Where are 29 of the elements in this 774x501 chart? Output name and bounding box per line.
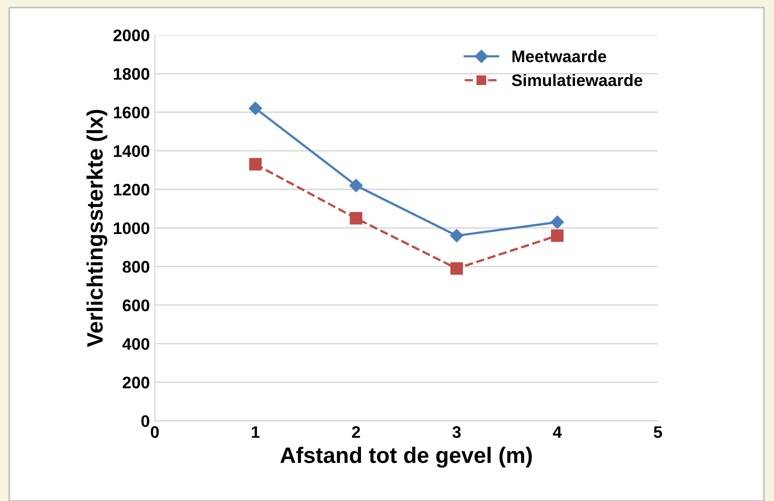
y-tick-label: 600 [122,300,150,312]
point [248,102,262,115]
y-tick-label: 1400 [114,145,150,158]
y-tick-label: 1200 [114,184,150,196]
point [551,229,564,242]
y-tick-label: 1600 [114,106,150,118]
y-tick-label: 400 [122,338,150,350]
point [550,216,564,229]
x-tick-label: 1 [252,426,260,438]
x-tick-label: 3 [452,426,461,438]
y-tick-label: 1000 [114,222,150,234]
y-tick-label: 0 [141,415,150,428]
point [249,158,262,171]
x-tick-label: 5 [654,426,662,438]
x-tick-label: 0 [150,426,159,438]
point [350,212,362,225]
y-tick-label: 200 [122,376,150,388]
legend-label: Meetwaarde [512,50,606,62]
x-axis-title: Afstand tot de gevel (m) [280,446,532,468]
y-tick-label: 1800 [114,68,150,80]
point [450,229,464,242]
y-tick-label: 2000 [113,29,150,42]
x-tick-label: 4 [552,426,562,438]
point [349,178,363,192]
y-tick-label: 800 [122,260,150,273]
y-axis-title: Verlichtingssterkte (lx) [86,110,108,347]
x-tick-label: 2 [352,426,360,438]
point [450,262,463,275]
legend-label: Simulatiewaarde [512,74,642,86]
